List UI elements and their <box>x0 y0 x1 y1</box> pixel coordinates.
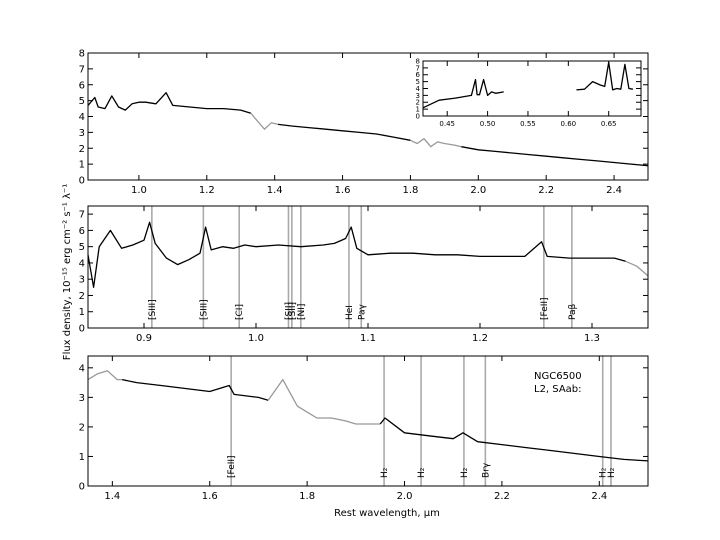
panel-middle: 0.9 1.0 1.1 1.2 1.3 0 1 2 3 4 5 6 7 [SIII] [SIII] [CI] [… <box>79 205 649 344</box>
inset-y-tick-label: 8 <box>416 57 420 65</box>
middle-line-label: [SII] <box>288 302 298 320</box>
inset-y-tick-label: 5 <box>416 78 420 86</box>
inset-spectrum-segment-0 <box>422 78 504 109</box>
bottom-spectrum-segment-3 <box>379 417 649 462</box>
inset-y-tick-label: 2 <box>416 99 420 107</box>
inset-x-tick-label: 0.65 <box>601 120 617 128</box>
bottom-spectrum-segment-1 <box>121 378 269 401</box>
inset-y-tick-label: 1 <box>416 106 420 114</box>
top-y-tick-label: 5 <box>79 96 85 107</box>
bottom-line-label: H₂ <box>417 467 427 478</box>
galaxy-annotation: NGC6500 <box>534 371 582 382</box>
middle-y-tick-label: 3 <box>79 275 85 286</box>
middle-y-tick-label: 1 <box>79 307 85 318</box>
galaxy-annotation: L2, SAab: <box>534 384 582 395</box>
top-spectrum-segment-4 <box>461 146 649 167</box>
top-y-tick-label: 1 <box>79 160 85 171</box>
middle-x-tick-label: 1.0 <box>248 333 264 344</box>
bottom-spectrum-segment-2 <box>267 378 381 425</box>
top-y-tick-label: 3 <box>79 128 85 139</box>
top-spectrum-segment-1 <box>250 112 279 130</box>
bottom-line-label: H₂ <box>599 467 609 478</box>
middle-spectrum-segment-0 <box>87 221 626 288</box>
middle-y-tick-label: 7 <box>79 210 85 221</box>
bottom-y-tick-label: 1 <box>79 452 85 463</box>
top-y-tick-label: 6 <box>79 80 85 91</box>
middle-line-label: HeI <box>345 305 355 320</box>
top-x-tick-label: 1.6 <box>335 185 351 196</box>
middle-line-label: Paβ <box>568 303 578 320</box>
bottom-line-label: Brγ <box>481 462 491 478</box>
middle-y-tick-label: 0 <box>79 324 85 335</box>
top-x-tick-label: 1.2 <box>199 185 215 196</box>
bottom-x-tick-label: 1.6 <box>202 491 218 502</box>
bottom-x-tick-label: 2.2 <box>494 491 510 502</box>
middle-y-tick-label: 2 <box>79 291 85 302</box>
top-y-tick-label: 7 <box>79 64 85 75</box>
middle-y-tick-label: 4 <box>79 258 85 269</box>
bottom-x-tick-label: 1.8 <box>299 491 315 502</box>
inset-background <box>423 61 641 116</box>
middle-y-tick-label: 5 <box>79 242 85 253</box>
inset-y-tick-label: 6 <box>416 71 421 79</box>
top-spectrum-segment-2 <box>278 123 411 141</box>
top-spectrum-segment-3 <box>410 138 462 148</box>
top-y-tick-label: 8 <box>79 49 85 60</box>
inset-y-tick-label: 0 <box>416 112 420 120</box>
top-spectrum-segment-0 <box>87 92 252 114</box>
middle-line-label: [SIII] <box>199 299 209 320</box>
inset-y-tick-label: 3 <box>416 92 420 100</box>
middle-x-tick-label: 1.1 <box>360 333 376 344</box>
top-x-tick-label: 2.4 <box>606 185 622 196</box>
middle-spectrum-segment-1 <box>625 260 649 277</box>
middle-x-tick-label: 1.2 <box>472 333 488 344</box>
top-y-tick-label: 2 <box>79 144 85 155</box>
middle-line-label: [FeII] <box>540 297 550 320</box>
bottom-x-tick-label: 2.4 <box>591 491 607 502</box>
bottom-frame <box>87 355 649 487</box>
y-axis-label: Flux density, 10⁻¹⁵ erg cm⁻² s⁻¹ λ⁻¹ <box>62 184 73 360</box>
bottom-line-label: H₂ <box>380 467 390 478</box>
middle-line-label: [SII] <box>285 302 295 320</box>
bottom-line-label: [FeII] <box>227 455 237 478</box>
top-x-tick-label: 2.2 <box>538 185 554 196</box>
inset-y-tick-label: 7 <box>416 64 420 72</box>
inset-x-tick-label: 0.60 <box>561 120 577 128</box>
inset-y-tick-label: 4 <box>416 85 421 93</box>
top-x-tick-label: 2.0 <box>470 185 486 196</box>
middle-line-label: [CI] <box>235 304 245 320</box>
inset-spectrum-segment-1 <box>576 61 634 91</box>
top-y-tick-label: 0 <box>79 176 85 187</box>
x-axis-label: Rest wavelength, μm <box>334 508 440 519</box>
middle-x-tick-label: 1.3 <box>584 333 600 344</box>
top-x-tick-label: 1.4 <box>267 185 283 196</box>
bottom-y-tick-label: 2 <box>79 422 85 433</box>
middle-y-tick-label: 6 <box>79 226 85 237</box>
top-x-tick-label: 1.0 <box>131 185 147 196</box>
middle-line-label: [NI] <box>297 304 307 320</box>
inset-x-tick-label: 0.45 <box>439 120 455 128</box>
top-x-tick-label: 1.8 <box>402 185 418 196</box>
middle-x-tick-label: 0.9 <box>136 333 152 344</box>
middle-line-label: Paγ <box>357 303 367 320</box>
bottom-y-tick-label: 4 <box>79 363 85 374</box>
bottom-y-tick-label: 0 <box>79 482 85 493</box>
bottom-line-label: H₂ <box>607 467 617 478</box>
middle-frame <box>87 205 649 329</box>
inset-x-tick-label: 0.50 <box>480 120 496 128</box>
top-y-tick-label: 4 <box>79 112 85 123</box>
bottom-y-tick-label: 3 <box>79 393 85 404</box>
bottom-x-tick-label: 1.4 <box>104 491 120 502</box>
middle-line-label: [SIII] <box>148 299 158 320</box>
bottom-line-label: H₂ <box>460 467 470 478</box>
bottom-spectrum-segment-0 <box>87 370 123 381</box>
bottom-x-tick-label: 2.0 <box>397 491 413 502</box>
inset-x-tick-label: 0.55 <box>520 120 536 128</box>
